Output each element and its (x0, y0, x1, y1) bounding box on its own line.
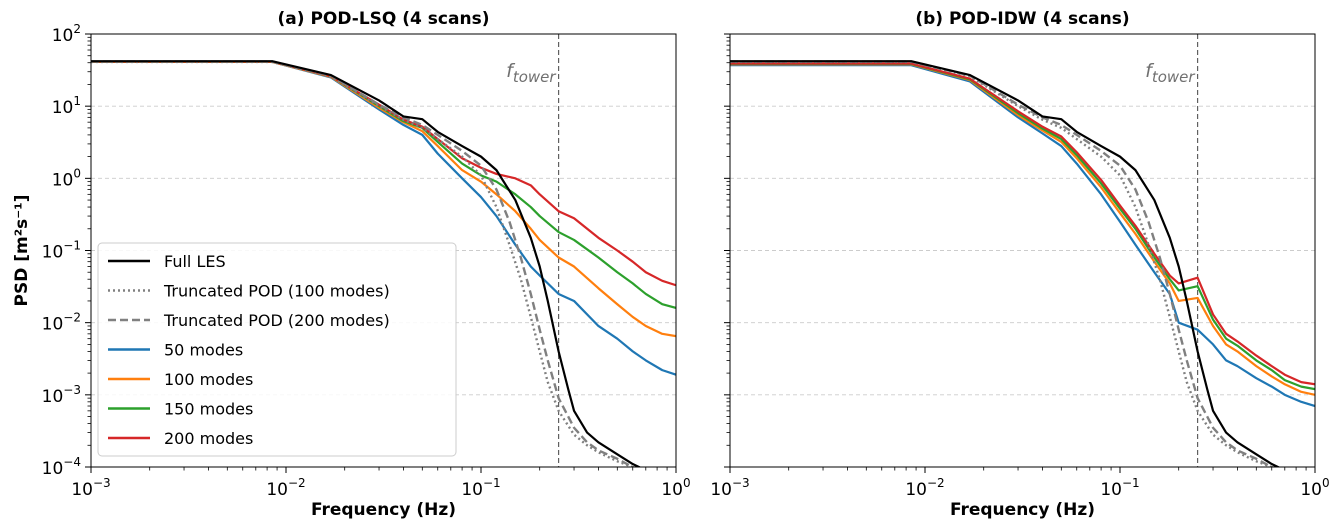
y-tick-label: 100 (52, 166, 81, 190)
plot-frame (90, 33, 677, 468)
series-line-50-modes (730, 64, 1315, 408)
x-tick-label: 10−3 (71, 476, 110, 500)
legend-label: Truncated POD (100 modes) (163, 282, 390, 301)
series-line-truncated-pod-200-modes (730, 60, 1277, 467)
legend-label: 200 modes (164, 429, 253, 448)
x-axis-label: Frequency (Hz) (311, 500, 456, 520)
f-tower-label: ftower (1145, 60, 1195, 86)
y-tick-label: 10−3 (42, 383, 81, 407)
series-line-100-modes (730, 63, 1315, 396)
x-tick-label: 10−1 (461, 476, 500, 500)
y-tick-label: 10−1 (42, 239, 81, 263)
y-tick-label: 102 (52, 22, 81, 46)
legend-label: 100 modes (164, 370, 253, 389)
legend-box (97, 242, 457, 457)
series-line-full-les (730, 60, 1281, 467)
series-line-truncated-pod-100-modes (730, 60, 1277, 467)
y-tick-label: 10−2 (42, 311, 81, 335)
legend-label: 50 modes (164, 341, 243, 360)
x-tick-label: 100 (661, 476, 690, 500)
legend-label: Truncated POD (200 modes) (163, 311, 390, 330)
chart-title: (b) POD-IDW (4 scans) (915, 9, 1129, 29)
x-tick-label: 100 (1300, 476, 1329, 500)
series-line-truncated-pod-100-modes (91, 60, 638, 467)
chart-title: (a) POD-LSQ (4 scans) (278, 9, 490, 29)
series-line-full-les (91, 60, 642, 467)
x-tick-label: 10−3 (710, 476, 749, 500)
plot-frame (729, 33, 1316, 468)
panel-b: 10−3 10−2 10−1 100 ftower (b) POD-IDW (4 scan… (710, 9, 1329, 520)
y-tick-label: 101 (52, 94, 81, 118)
x-tick-label: 10−2 (266, 476, 305, 500)
legend-label: 150 modes (164, 400, 253, 419)
y-tick-label: 10−4 (42, 455, 81, 479)
legend: Full LES Truncated POD (100 modes) Truncat… (97, 242, 457, 457)
x-tick-label: 10−1 (1100, 476, 1139, 500)
series-line-100-modes (91, 60, 676, 338)
series-line-50-modes (91, 60, 676, 376)
panel-a: 10−3 10−2 10−1 10010−410−310−210−1100101102… (12, 9, 691, 520)
series-line-truncated-pod-200-modes (91, 60, 638, 467)
y-axis-label: PSD [m²s⁻¹] (12, 195, 32, 307)
series-line-150-modes (91, 60, 676, 310)
f-tower-label: ftower (506, 60, 556, 86)
legend-label: Full LES (164, 252, 226, 271)
series-line-200-modes (730, 62, 1315, 386)
x-tick-label: 10−2 (905, 476, 944, 500)
x-axis-label: Frequency (Hz) (950, 500, 1095, 520)
